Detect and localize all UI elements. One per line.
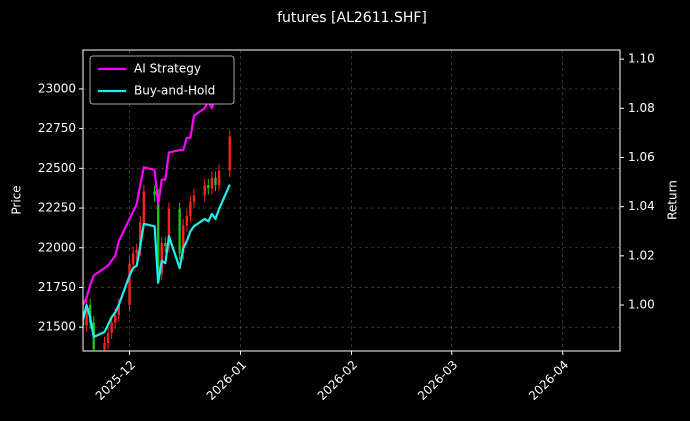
candle-body bbox=[182, 225, 185, 254]
y-tick-label: 21750 bbox=[38, 280, 76, 294]
candle-body bbox=[217, 170, 221, 186]
candle-body bbox=[178, 208, 181, 254]
candle-body bbox=[210, 177, 214, 189]
candle-body bbox=[139, 222, 142, 251]
candle-body bbox=[85, 304, 88, 326]
candle-body bbox=[114, 315, 117, 323]
x-tick-label: 2025-12 bbox=[93, 358, 138, 403]
x-tick-label: 2026-01 bbox=[204, 358, 249, 403]
y2-tick-label: 1.08 bbox=[628, 101, 655, 115]
candle-body bbox=[128, 263, 131, 305]
legend-label: Buy-and-Hold bbox=[134, 84, 215, 98]
y-tick-label: 22250 bbox=[38, 201, 76, 215]
candle-body bbox=[164, 242, 167, 247]
y2-tick-label: 1.00 bbox=[628, 298, 655, 312]
plot-frame bbox=[82, 49, 621, 352]
candle-body bbox=[153, 191, 156, 196]
y2-tick-label: 1.06 bbox=[628, 150, 655, 164]
candle-body bbox=[135, 250, 138, 254]
candle-body bbox=[160, 242, 163, 274]
x-tick-label: 2026-03 bbox=[415, 358, 460, 403]
candle-body bbox=[117, 304, 120, 316]
line-series bbox=[83, 58, 231, 306]
candle-body bbox=[185, 215, 189, 226]
candle-body bbox=[142, 191, 146, 223]
x-tick-label: 2026-02 bbox=[315, 358, 360, 403]
candle-body bbox=[189, 201, 192, 216]
candle-body bbox=[203, 185, 206, 196]
candle-body bbox=[167, 208, 171, 247]
y2-axis-label: Return bbox=[666, 180, 680, 220]
candle-body bbox=[106, 332, 110, 344]
y-tick-label: 22750 bbox=[38, 121, 76, 135]
chart-title: futures [AL2611.SHF] bbox=[277, 10, 427, 26]
candle-body bbox=[207, 185, 210, 189]
y-tick-label: 23000 bbox=[38, 81, 76, 95]
candle-body bbox=[214, 177, 217, 186]
y2-tick-label: 1.04 bbox=[628, 199, 655, 213]
candle-body bbox=[192, 195, 196, 202]
y-tick-label: 22000 bbox=[38, 240, 76, 254]
y-axis-label: Price bbox=[10, 185, 24, 214]
legend-label: AI Strategy bbox=[134, 62, 201, 76]
plot-area bbox=[83, 58, 231, 351]
y2-tick-label: 1.10 bbox=[628, 52, 655, 66]
candle-body bbox=[156, 195, 160, 274]
candle-body bbox=[228, 136, 231, 171]
line-series bbox=[83, 184, 231, 339]
y2-tick-label: 1.02 bbox=[628, 248, 655, 262]
candle-body bbox=[131, 253, 135, 264]
candle-body bbox=[110, 322, 113, 333]
y-tick-label: 21500 bbox=[38, 320, 76, 334]
candle-body bbox=[103, 343, 106, 350]
x-tick-label: 2026-04 bbox=[526, 358, 571, 403]
y-tick-label: 22500 bbox=[38, 161, 76, 175]
